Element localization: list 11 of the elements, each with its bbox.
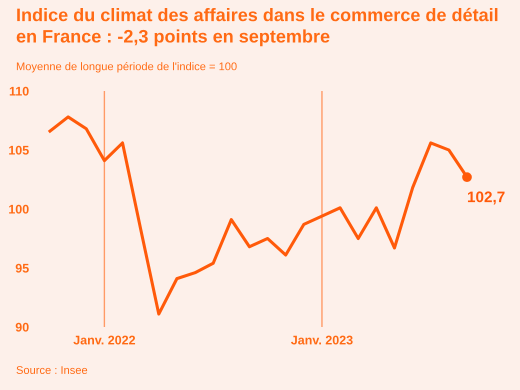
data-label: 102,7 xyxy=(468,191,505,204)
y-tick-label: 100 xyxy=(9,204,29,214)
y-tick-label: 95 xyxy=(16,264,29,273)
x-tick-label: Janv. 2023 xyxy=(290,336,353,345)
y-tick-label: 110 xyxy=(10,86,29,96)
chart-title: Indice du climat des affaires dans le commerce de détail en France : -2,3 points en septembre xyxy=(16,8,498,46)
x-tick-label: Janv. 2022 xyxy=(73,336,136,345)
y-tick-label: 105 xyxy=(9,146,29,155)
y-tick-label: 90 xyxy=(16,322,29,332)
source-note: Source : Insee xyxy=(16,366,88,374)
chart-subtitle: Moyenne de longue période de l'indice = 100 xyxy=(16,62,237,72)
